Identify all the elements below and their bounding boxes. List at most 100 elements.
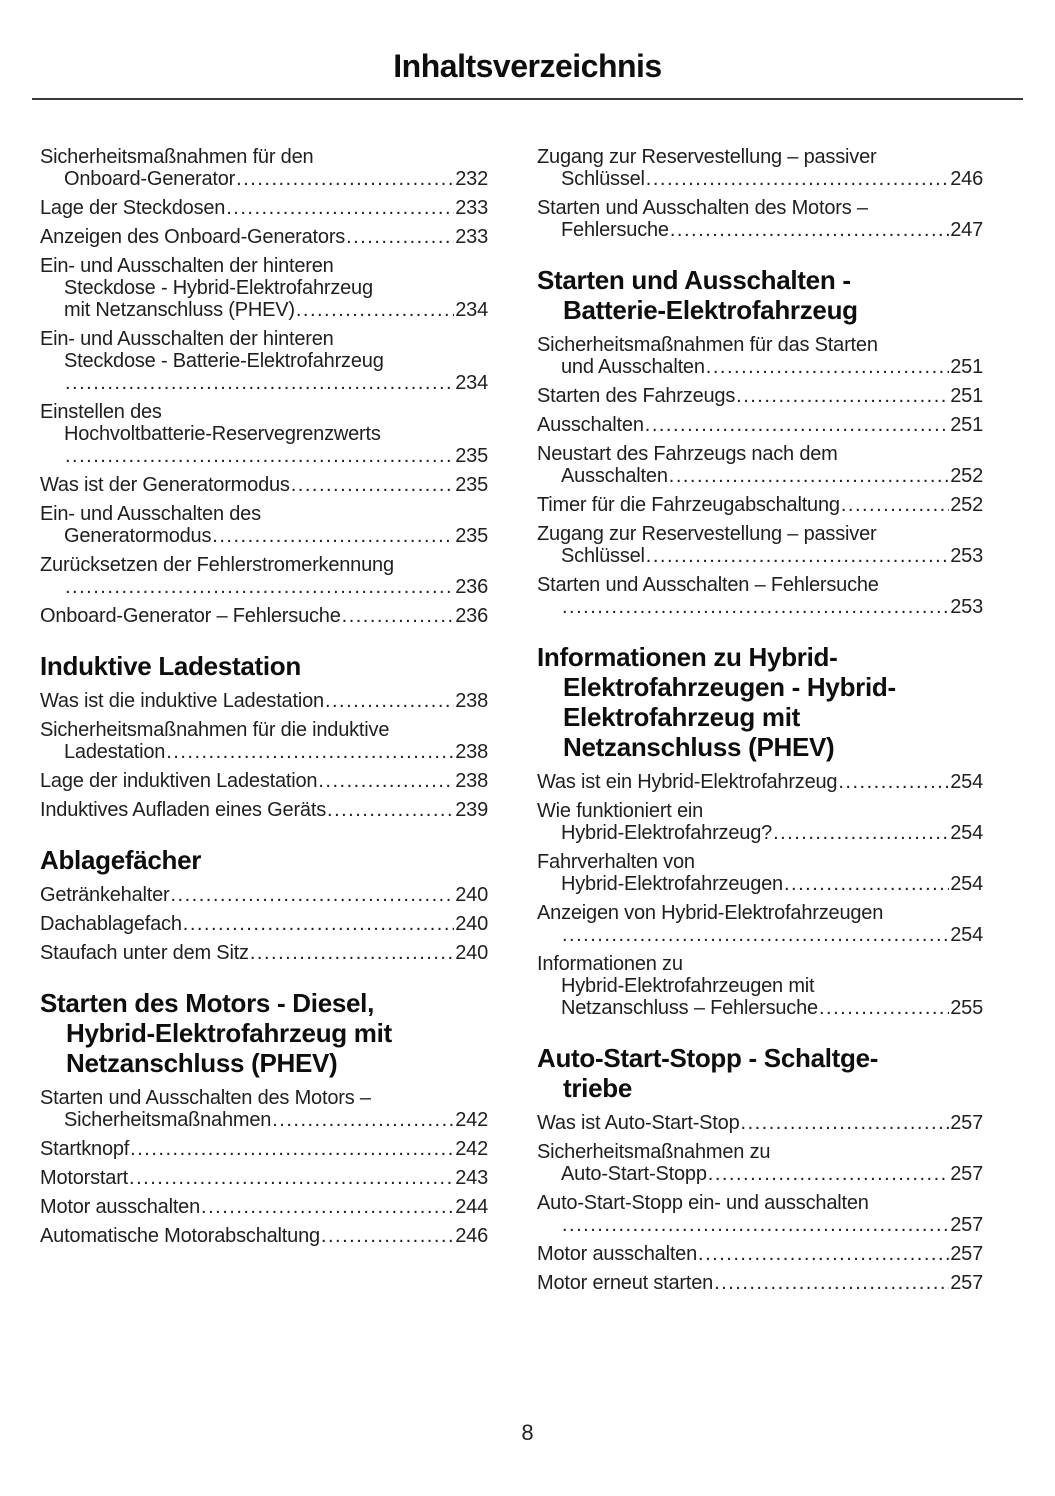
toc-entry-text: Neustart des Fahrzeugs nach dem bbox=[537, 443, 838, 465]
toc-entry-text: Anzeigen des Onboard-Generators bbox=[40, 226, 346, 248]
dot-leader bbox=[321, 1225, 454, 1247]
toc-entry-text: Startknopf bbox=[40, 1138, 130, 1160]
toc-entry: Fahrverhalten von Hybrid-Elektrofahrzeuge… bbox=[537, 851, 983, 895]
toc-entry-last-line: Lage der induktiven Ladestation 238 bbox=[40, 770, 488, 792]
toc-entry-last-line: Auto-Start-Stopp 257 bbox=[537, 1163, 983, 1185]
toc-entry: Automatische Motorabschaltung 246 bbox=[40, 1225, 488, 1247]
toc-entry-text: Lage der induktiven Ladestation bbox=[40, 770, 318, 792]
dot-leader bbox=[562, 596, 949, 618]
toc-entry-last-line: Starten des Fahrzeugs 251 bbox=[537, 385, 983, 407]
toc-page-number: 252 bbox=[950, 465, 983, 487]
toc-entry-last-line: Generatormodus 235 bbox=[40, 525, 488, 547]
toc-page-number: 239 bbox=[455, 799, 488, 821]
toc-entry-text: Onboard-Generator – Fehlersuche bbox=[40, 605, 341, 627]
toc-entry: Was ist die induktive Ladestation 238 bbox=[40, 690, 488, 712]
toc-entry-text: Starten und Ausschalten – Fehlersuche bbox=[537, 574, 879, 596]
toc-entry: Auto-Start-Stopp ein- und ausschalten 257 bbox=[537, 1192, 983, 1236]
toc-page-number: 254 bbox=[950, 771, 983, 793]
toc-page-number: 240 bbox=[455, 913, 488, 935]
toc-page-number: 246 bbox=[455, 1225, 488, 1247]
dot-leader bbox=[212, 525, 454, 547]
dot-leader bbox=[562, 1214, 949, 1236]
toc-page-number: 243 bbox=[455, 1167, 488, 1189]
toc-section-heading: Informationen zu Hybrid- Elektrofahrzeuge… bbox=[537, 642, 983, 762]
toc-entry: Starten des Fahrzeugs 251 bbox=[537, 385, 983, 407]
toc-page-number: 257 bbox=[950, 1272, 983, 1294]
dot-leader bbox=[784, 873, 949, 895]
toc-entry-text: Anzeigen von Hybrid-Elektrofahrzeugen bbox=[537, 902, 884, 924]
toc-page-number: 246 bbox=[950, 168, 983, 190]
toc-entry: Neustart des Fahrzeugs nach dem Ausschalt… bbox=[537, 443, 983, 487]
toc-page-number: 238 bbox=[455, 770, 488, 792]
toc-entry-text: Motor ausschalten bbox=[40, 1196, 201, 1218]
dot-leader bbox=[646, 168, 949, 190]
dot-leader bbox=[327, 799, 454, 821]
toc-page-number: 238 bbox=[455, 741, 488, 763]
toc-entry-last-line: Was ist ein Hybrid-Elektrofahrzeug 254 bbox=[537, 771, 983, 793]
toc-entry-last-line: Fehlersuche 247 bbox=[537, 219, 983, 241]
toc-entry: Getränkehalter 240 bbox=[40, 884, 488, 906]
toc-entry-last-line: Ladestation 238 bbox=[40, 741, 488, 763]
dot-leader bbox=[272, 1109, 454, 1131]
toc-entry-dots-line: 254 bbox=[537, 924, 983, 946]
toc-entry: Dachablagefach 240 bbox=[40, 913, 488, 935]
toc-entry: Staufach unter dem Sitz 240 bbox=[40, 942, 488, 964]
toc-entry-text: Zugang zur Reservestellung – passiver bbox=[537, 146, 877, 168]
page-number: 8 bbox=[521, 1420, 534, 1445]
toc-entry-text: Schlüssel bbox=[561, 545, 645, 567]
toc-entry-text: Ein- und Ausschalten der hinteren bbox=[40, 328, 334, 350]
toc-left-column: Sicherheitsmaßnahmen für den Onboard-Gene… bbox=[40, 146, 488, 1301]
dot-leader bbox=[646, 545, 949, 567]
dot-leader bbox=[325, 690, 454, 712]
toc-page-number: 236 bbox=[455, 605, 488, 627]
toc-page-number: 240 bbox=[455, 884, 488, 906]
toc-page-number: 257 bbox=[950, 1214, 983, 1236]
toc-entry-text: Fahrverhalten von bbox=[537, 851, 695, 873]
dot-leader bbox=[129, 1167, 454, 1189]
toc-page-number: 251 bbox=[950, 385, 983, 407]
toc-entry-last-line: Getränkehalter 240 bbox=[40, 884, 488, 906]
toc-page-number: 253 bbox=[950, 596, 983, 618]
toc-entry-text: Hochvoltbatterie-Reservegrenzwerts bbox=[64, 423, 381, 445]
dot-leader bbox=[714, 1272, 949, 1294]
toc-entry-text: Sicherheitsmaßnahmen zu bbox=[537, 1141, 771, 1163]
toc-entry-last-line: Was ist Auto-Start-Stop 257 bbox=[537, 1112, 983, 1134]
toc-entry-text: Was ist Auto-Start-Stop bbox=[537, 1112, 740, 1134]
dot-leader bbox=[171, 884, 455, 906]
dot-leader bbox=[645, 414, 949, 436]
dot-leader bbox=[166, 741, 454, 763]
toc-entry-text: Ausschalten bbox=[537, 414, 644, 436]
toc-page-number: 244 bbox=[455, 1196, 488, 1218]
toc-entry-text: Staufach unter dem Sitz bbox=[40, 942, 249, 964]
toc-entry-dots-line: 253 bbox=[537, 596, 983, 618]
toc-entry-last-line: Startknopf 242 bbox=[40, 1138, 488, 1160]
toc-entry: Onboard-Generator – Fehlersuche 236 bbox=[40, 605, 488, 627]
toc-page-number: 235 bbox=[455, 525, 488, 547]
toc-entry-last-line: Sicherheitsmaßnahmen 242 bbox=[40, 1109, 488, 1131]
toc-entry-text: Dachablagefach bbox=[40, 913, 182, 935]
dot-leader bbox=[342, 605, 455, 627]
toc-entry-last-line: Ausschalten 251 bbox=[537, 414, 983, 436]
dot-leader bbox=[838, 771, 949, 793]
toc-entry-text: Automatische Motorabschaltung bbox=[40, 1225, 320, 1247]
toc-columns: Sicherheitsmaßnahmen für den Onboard-Gene… bbox=[0, 100, 1055, 1301]
toc-page-number: 235 bbox=[455, 474, 488, 496]
toc-section-heading: Ablagefächer bbox=[40, 845, 488, 875]
toc-entry-text: Hybrid-Elektrofahrzeug? bbox=[561, 822, 773, 844]
dot-leader bbox=[346, 226, 454, 248]
toc-entry-text: Ausschalten bbox=[561, 465, 668, 487]
dot-leader bbox=[226, 197, 454, 219]
toc-entry-text: Fehlersuche bbox=[561, 219, 669, 241]
toc-entry-last-line: Motorstart 243 bbox=[40, 1167, 488, 1189]
toc-entry: Motor ausschalten 257 bbox=[537, 1243, 983, 1265]
toc-page-number: 252 bbox=[950, 494, 983, 516]
toc-heading-line: Elektrofahrzeug mit bbox=[563, 702, 801, 732]
toc-heading-line: Starten des Motors - Diesel, bbox=[40, 988, 375, 1018]
toc-page-number: 251 bbox=[950, 356, 983, 378]
toc-entry-last-line: Hybrid-Elektrofahrzeug? 254 bbox=[537, 822, 983, 844]
toc-entry: Ein- und Ausschalten der hinteren Steckdo… bbox=[40, 328, 488, 394]
toc-entry: Was ist der Generatormodus 235 bbox=[40, 474, 488, 496]
toc-entry-text: Hybrid-Elektrofahrzeugen mit bbox=[561, 975, 815, 997]
toc-entry-text: Starten und Ausschalten des Motors – bbox=[40, 1087, 371, 1109]
toc-entry: Wie funktioniert ein Hybrid-Elektrofahrze… bbox=[537, 800, 983, 844]
